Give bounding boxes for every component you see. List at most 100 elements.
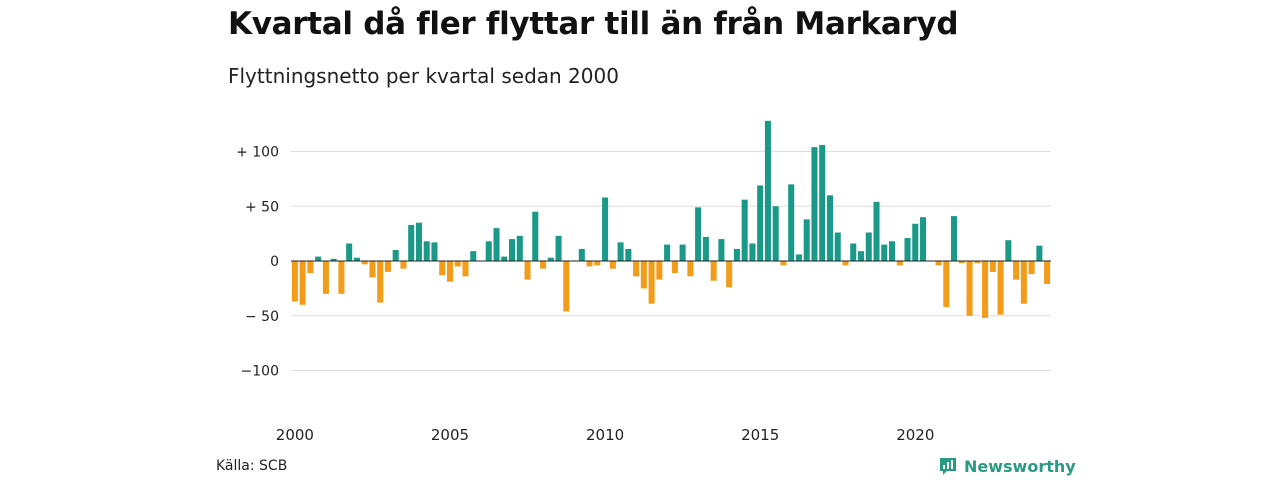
bar [702, 236, 709, 261]
x-axis-tick-labels: 2000 2005 2010 2015 2020 [276, 426, 935, 444]
x-tick-label: 2005 [431, 426, 469, 444]
bar [889, 241, 896, 261]
bar [997, 261, 1004, 315]
bar [602, 197, 609, 261]
bar [299, 261, 306, 305]
bar [865, 232, 872, 261]
bar [710, 261, 717, 281]
bar [943, 261, 950, 307]
bar [555, 235, 562, 261]
bar [819, 144, 826, 261]
chart-subtitle: Flyttningsnetto per kvartal sedan 2000 [228, 64, 619, 88]
bar [1028, 261, 1035, 275]
y-tick-label: −100 [241, 364, 279, 380]
bar [912, 223, 919, 261]
bar [803, 219, 810, 261]
brand-name: Newsworthy [964, 456, 1076, 476]
bar [850, 243, 857, 261]
bars [291, 120, 1051, 318]
bar [454, 261, 461, 267]
bar [664, 244, 671, 261]
bar [633, 261, 640, 277]
x-tick-label: 2015 [741, 426, 779, 444]
bar [842, 261, 849, 266]
bar [896, 261, 903, 266]
bar [353, 257, 360, 261]
bar [881, 244, 888, 261]
bar [679, 244, 686, 261]
bar [346, 243, 353, 261]
bar [384, 261, 391, 272]
bar [516, 235, 523, 261]
bar [741, 199, 748, 261]
bar [493, 228, 500, 261]
bar [826, 195, 834, 261]
bar [951, 216, 958, 261]
bar [594, 261, 601, 266]
bar [1005, 240, 1012, 261]
bar [578, 248, 585, 261]
bar [415, 222, 422, 261]
bar [322, 261, 329, 294]
bar [648, 261, 655, 304]
bar-chart: + 100 + 50 0 − 50 −100 2000 2005 2010 2015 2020 [236, 120, 1051, 444]
newsworthy-logo: Newsworthy [938, 456, 1076, 476]
bar [640, 261, 647, 289]
y-axis-tick-labels: + 100 + 50 0 − 50 −100 [236, 145, 279, 380]
bar [788, 184, 795, 261]
y-tick-label: − 50 [245, 309, 279, 325]
x-tick-label: 2020 [896, 426, 934, 444]
x-tick-label: 2000 [276, 426, 314, 444]
bar [764, 120, 771, 261]
bar [609, 261, 616, 269]
bar [1013, 261, 1020, 280]
bar [772, 206, 779, 261]
bar [656, 261, 663, 280]
source-note: Källa: SCB [216, 458, 288, 474]
bar [586, 261, 593, 267]
bar [501, 256, 508, 261]
bar [1020, 261, 1027, 304]
bar [369, 261, 376, 278]
bar [315, 256, 322, 261]
y-tick-label: + 50 [245, 199, 279, 215]
x-tick-label: 2010 [586, 426, 624, 444]
bar [540, 261, 547, 269]
bar [1036, 245, 1043, 261]
bar [524, 261, 531, 280]
bar [780, 261, 787, 266]
bar [671, 261, 678, 274]
bar [920, 217, 927, 261]
bar [795, 254, 802, 261]
bar [935, 261, 942, 266]
bar [718, 239, 725, 261]
bar [361, 261, 368, 265]
bar [726, 261, 733, 288]
bar [695, 207, 702, 261]
bar [509, 239, 516, 261]
bar [431, 242, 438, 261]
bar [291, 261, 298, 302]
bar [811, 147, 818, 261]
bar [1044, 261, 1051, 284]
bar [749, 243, 756, 261]
bar [470, 251, 477, 262]
bar [974, 261, 981, 264]
bar [958, 261, 965, 264]
gridlines [291, 151, 1051, 371]
bar [446, 261, 454, 282]
bar [330, 258, 337, 261]
y-tick-label: + 100 [236, 145, 279, 161]
bar [423, 241, 430, 261]
bar [834, 232, 841, 261]
bar [563, 261, 570, 312]
bar [625, 248, 632, 261]
bar [873, 201, 880, 261]
bar [904, 238, 911, 261]
bar [982, 261, 989, 318]
bar [733, 248, 740, 261]
bar [966, 261, 973, 316]
bar [989, 261, 996, 272]
bar [687, 261, 694, 277]
bar [400, 261, 407, 269]
